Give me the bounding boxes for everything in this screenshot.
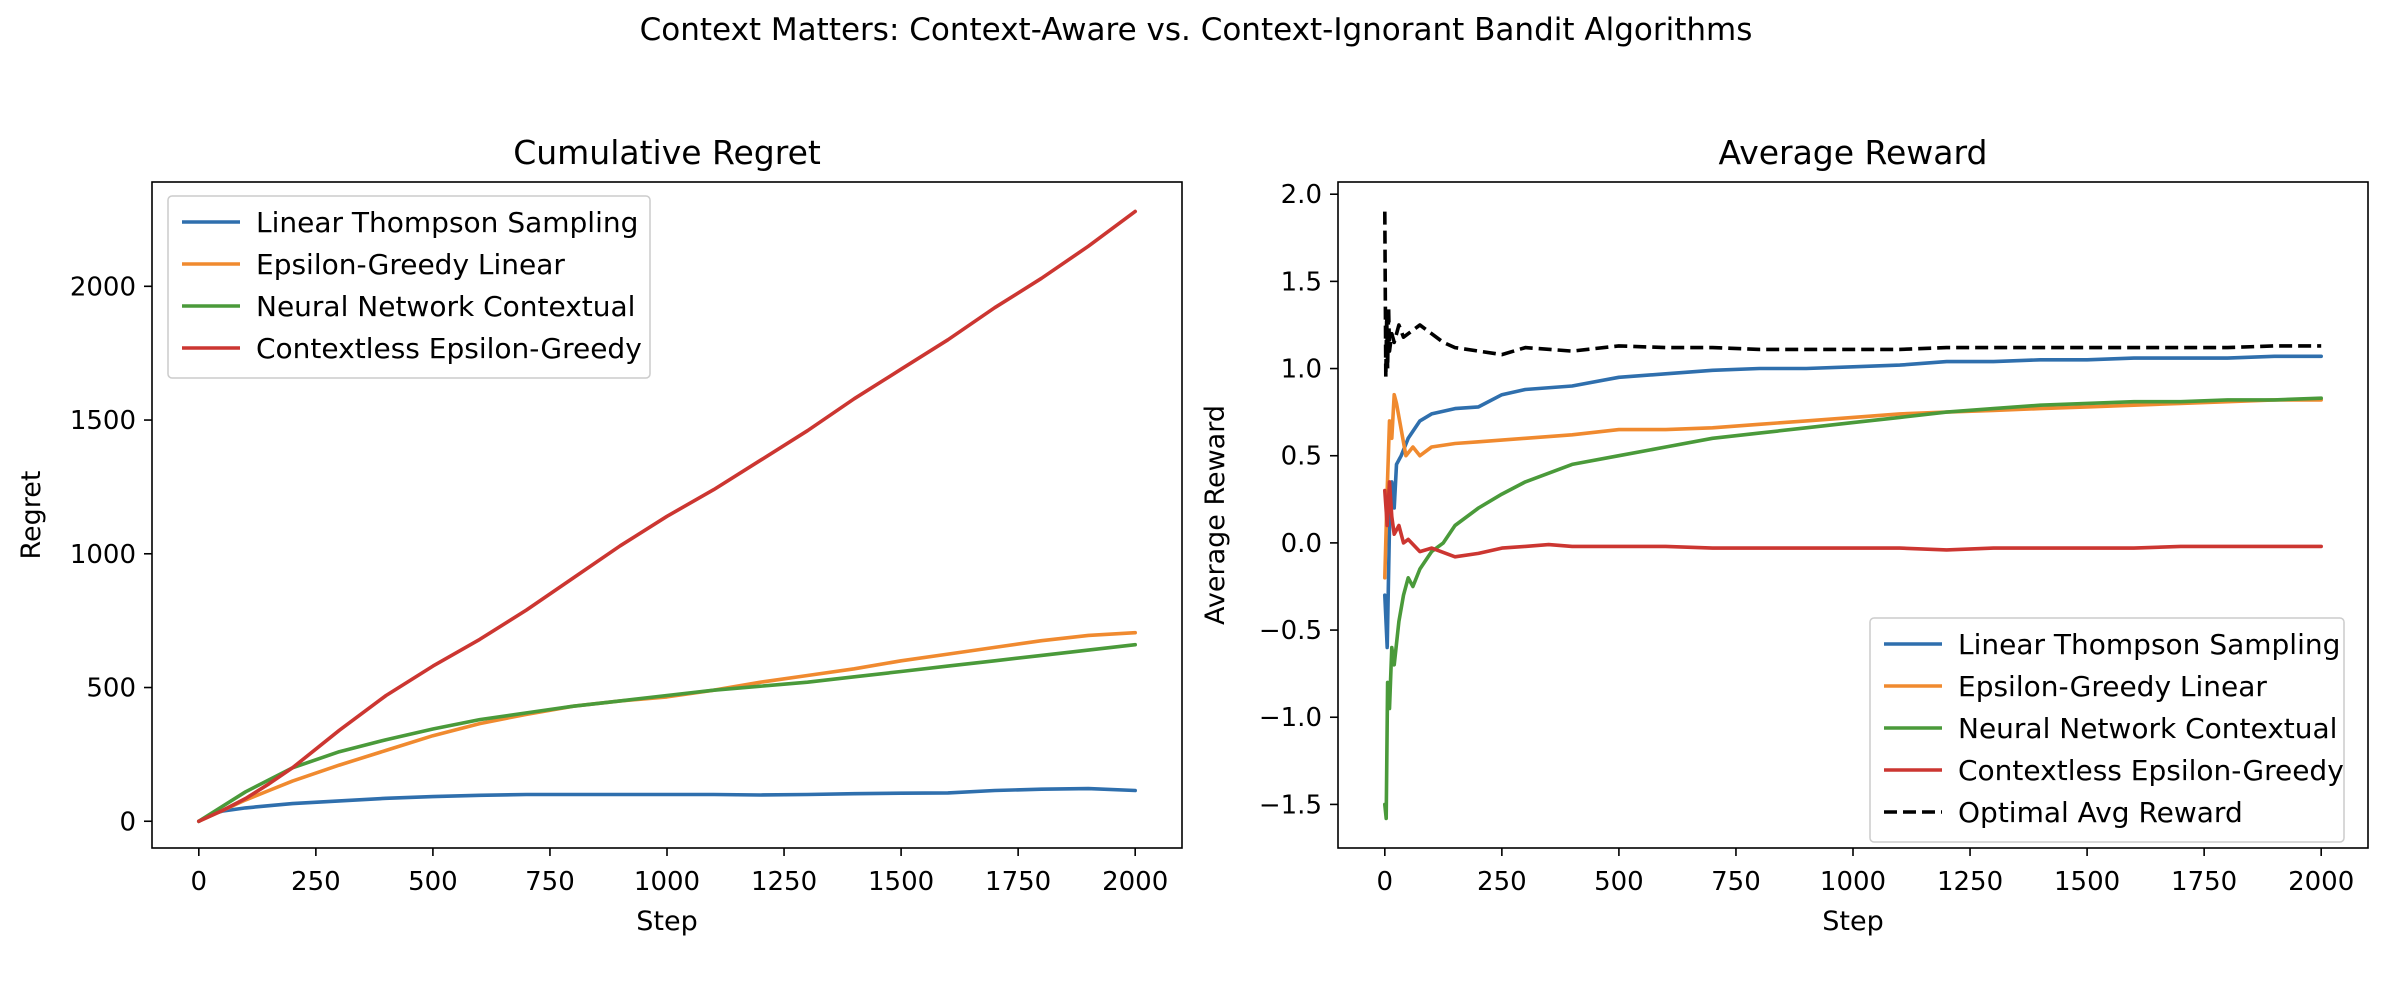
plot-frame bbox=[151, 181, 1183, 849]
legend: Linear Thompson Sampling Epsilon-Greedy L… bbox=[1869, 617, 2345, 843]
legend-label: Contextless Epsilon-Greedy bbox=[1958, 754, 2344, 787]
series-line-epsilon-linear bbox=[1383, 392, 2323, 580]
x-axis-label: Step bbox=[636, 906, 697, 937]
y-tick-label: 2.0 bbox=[1281, 180, 1322, 210]
series-line-linear-thompson bbox=[1383, 354, 2323, 650]
x-tick-label: 0 bbox=[1377, 867, 1394, 897]
series-line-linear-thompson bbox=[197, 786, 1137, 824]
y-tick-label: 1.0 bbox=[1281, 355, 1322, 385]
y-tick-label: 0.5 bbox=[1281, 442, 1322, 472]
legend-label: Neural Network Contextual bbox=[256, 290, 635, 323]
y-axis-label: Regret bbox=[16, 470, 47, 559]
chart-title: Average Reward bbox=[1719, 133, 1988, 172]
y-tick-label: 1000 bbox=[70, 540, 136, 570]
series-line-optimal bbox=[1383, 211, 2322, 380]
legend-label: Linear Thompson Sampling bbox=[1958, 628, 2340, 661]
plot-frame bbox=[1337, 181, 2369, 849]
series-line-contextless bbox=[1383, 480, 2323, 559]
chart-title: Cumulative Regret bbox=[513, 133, 821, 172]
x-tick-label: 1500 bbox=[868, 867, 934, 897]
x-tick-label: 750 bbox=[1711, 867, 1761, 897]
x-tick-label: 1750 bbox=[985, 867, 1051, 897]
x-axis-label: Step bbox=[1822, 906, 1883, 937]
x-tick-label: 1250 bbox=[1937, 867, 2003, 897]
x-tick-label: 250 bbox=[291, 867, 341, 897]
x-tick-label: 1250 bbox=[751, 867, 817, 897]
y-tick-label: 0 bbox=[119, 807, 136, 837]
x-tick-label: 1000 bbox=[634, 867, 700, 897]
x-tick-label: 2000 bbox=[2288, 867, 2354, 897]
legend-label: Optimal Avg Reward bbox=[1958, 796, 2243, 829]
x-tick-label: 250 bbox=[1477, 867, 1527, 897]
y-tick-label: 2000 bbox=[70, 272, 136, 302]
x-tick-label: 500 bbox=[408, 867, 458, 897]
x-tick-label: 2000 bbox=[1102, 867, 1168, 897]
average-reward-chart: Average Reward 0 250 500 750 1000 1250 1500 1750… bbox=[1200, 133, 2369, 937]
y-tick-label: 1.5 bbox=[1281, 267, 1322, 297]
figure-suptitle: Context Matters: Context-Aware vs. Conte… bbox=[640, 12, 1753, 48]
legend: Linear Thompson Sampling Epsilon-Greedy L… bbox=[167, 195, 651, 379]
y-tick-label: 0.0 bbox=[1281, 529, 1322, 559]
legend-box bbox=[167, 195, 651, 379]
legend-label: Contextless Epsilon-Greedy bbox=[256, 332, 642, 365]
x-tick-label: 1000 bbox=[1820, 867, 1886, 897]
y-tick-label: −1.0 bbox=[1259, 703, 1322, 733]
y-tick-label: −1.5 bbox=[1259, 790, 1322, 820]
x-tick-label: 0 bbox=[191, 867, 208, 897]
series-line-neural bbox=[1383, 396, 2323, 821]
series-line-contextless bbox=[197, 209, 1137, 824]
legend-box bbox=[1869, 617, 2345, 843]
y-tick-label: 1500 bbox=[70, 406, 136, 436]
x-tick-label: 750 bbox=[525, 867, 575, 897]
y-tick-label: 500 bbox=[86, 674, 136, 704]
cumulative-regret-chart: Cumulative Regret 0 250 500 750 1000 1250 1500 1… bbox=[16, 133, 1183, 937]
y-axis-label: Average Reward bbox=[1200, 405, 1231, 625]
x-tick-label: 1750 bbox=[2171, 867, 2237, 897]
legend-label: Linear Thompson Sampling bbox=[256, 206, 638, 239]
x-tick-label: 1500 bbox=[2054, 867, 2120, 897]
x-tick-label: 500 bbox=[1594, 867, 1644, 897]
legend-label: Neural Network Contextual bbox=[1958, 712, 2337, 745]
legend-label: Epsilon-Greedy Linear bbox=[1958, 670, 2267, 703]
y-tick-label: −0.5 bbox=[1259, 616, 1322, 646]
legend-label: Epsilon-Greedy Linear bbox=[256, 248, 565, 281]
